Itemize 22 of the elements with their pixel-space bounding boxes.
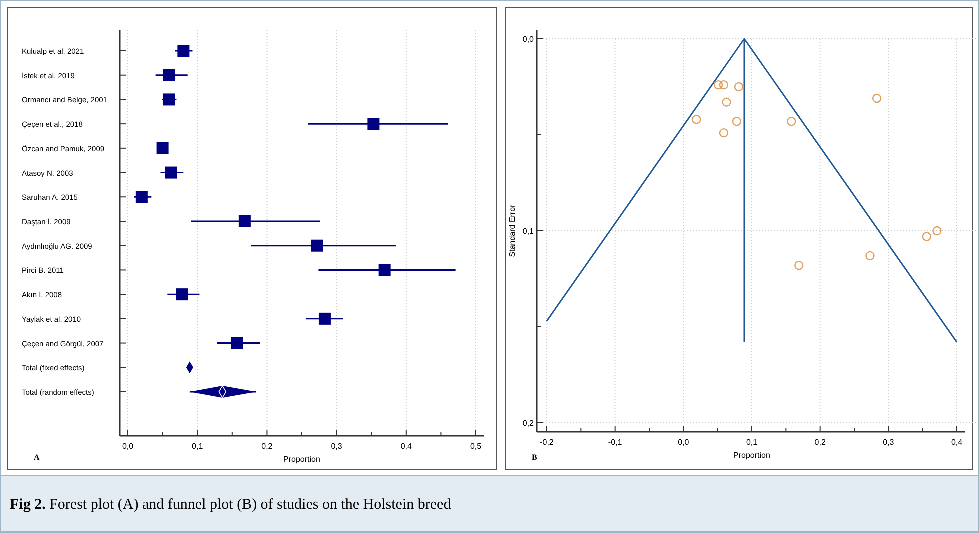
x-tick-label: 0,5 [470, 442, 482, 451]
x-axis-title: Proportion [734, 451, 770, 460]
x-tick-label: 0,0 [678, 438, 690, 447]
x-tick-label: 0,1 [746, 438, 758, 447]
caption: Fig 2. Forest plot (A) and funnel plot (B) of studies on the Holstein breed [10, 497, 452, 513]
y-axis-title: Standard Error [508, 204, 517, 258]
y-tick-label: 0,2 [522, 419, 535, 428]
x-tick-label: 0,4 [400, 442, 413, 451]
x-tick-label: -0,2 [540, 438, 554, 447]
x-tick-label: 0,1 [192, 442, 204, 451]
x-axis-title: Proportion [284, 455, 320, 464]
y-tick-label: 0,1 [522, 227, 535, 236]
x-tick-label: 0,3 [331, 442, 343, 451]
x-tick-label: -0,1 [608, 438, 623, 447]
text: A [34, 453, 40, 462]
y-tick-label: 0,0 [522, 35, 535, 44]
x-tick-label: 0,3 [883, 438, 895, 447]
x-tick-label: 0,2 [814, 438, 826, 447]
x-tick-label: 0,0 [122, 442, 134, 451]
text: B [532, 453, 538, 462]
x-tick-label: 0,4 [951, 438, 964, 447]
x-tick-label: 0,2 [262, 442, 274, 451]
